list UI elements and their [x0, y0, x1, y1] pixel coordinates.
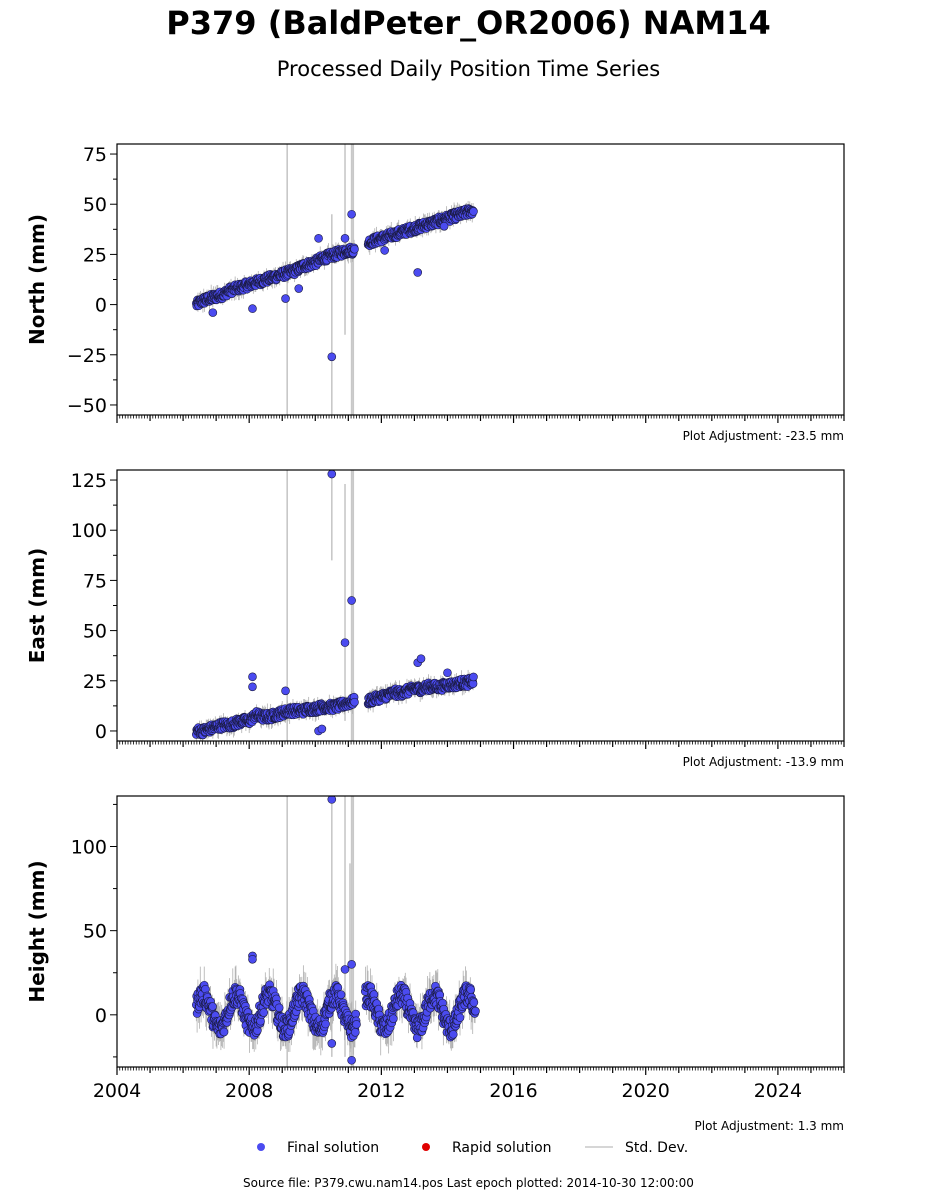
- data-point: [469, 207, 478, 216]
- plot-adjustment-note: Plot Adjustment: -13.9 mm: [683, 755, 844, 769]
- outlier-point: [248, 304, 257, 313]
- y-tick-label: 25: [83, 671, 107, 693]
- legend-std-label: Std. Dev.: [625, 1140, 688, 1156]
- outlier-point: [317, 724, 327, 734]
- y-tick-label: 50: [83, 921, 107, 943]
- outlier-point: [327, 470, 337, 479]
- data-point: [389, 1014, 398, 1023]
- legend-final-label: Final solution: [287, 1140, 379, 1156]
- outlier-point: [347, 596, 356, 605]
- data-point: [259, 1008, 269, 1017]
- data-point: [448, 1030, 458, 1039]
- outlier-point: [340, 638, 350, 647]
- legend-rapid-label: Rapid solution: [452, 1140, 552, 1156]
- outlier-point: [327, 796, 337, 804]
- data-point: [469, 672, 478, 682]
- y-tick-label: −25: [67, 345, 107, 367]
- outlier-point: [347, 1055, 356, 1065]
- data-point: [455, 1013, 465, 1022]
- data-point: [274, 1003, 284, 1013]
- x-tick-label: 2012: [357, 1080, 405, 1102]
- outlier-point: [281, 294, 290, 303]
- height-panel: 0 50 100 2004 2008 2012 2016 2020 2024 Height (mm…: [25, 795, 845, 1133]
- data-point: [350, 244, 359, 254]
- plot-frame: [116, 469, 845, 742]
- legend-final-marker: [257, 1143, 265, 1151]
- outlier-point: [413, 268, 423, 277]
- y-tick-label: −50: [67, 395, 107, 417]
- north-panel: −50 −25 0 25 50 75 North (mm) Plot Adjustment: …: [25, 143, 845, 443]
- outlier-point: [347, 209, 356, 219]
- data-point: [336, 990, 346, 999]
- east-panel: 0 25 50 75 100 125 East (mm) Plot Adjustment: -…: [25, 469, 845, 769]
- outlier-point: [416, 654, 426, 663]
- final-solution-points: [192, 796, 480, 1065]
- x-tick-label: 2016: [489, 1080, 537, 1102]
- legend: Final solution Rapid solution Std. Dev.: [257, 1140, 688, 1156]
- y-tick-label: 75: [83, 144, 107, 166]
- data-point: [466, 985, 476, 994]
- y-tick-label: 25: [83, 244, 107, 266]
- x-tick-label: 2024: [754, 1080, 802, 1102]
- data-point: [208, 1002, 217, 1011]
- y-tick-label: 100: [71, 836, 107, 858]
- y-tick-label: 0: [95, 295, 107, 317]
- outlier-point: [208, 308, 218, 317]
- outlier-point: [327, 352, 337, 362]
- outlier-point: [340, 234, 350, 243]
- data-point: [219, 1027, 229, 1037]
- y-tick-label: 125: [71, 470, 107, 492]
- y-axis-label: East (mm): [25, 548, 49, 664]
- outlier-point: [248, 954, 257, 964]
- x-tick-label: 2020: [622, 1080, 670, 1102]
- y-tick-label: 0: [95, 721, 107, 743]
- chart-subtitle: Processed Daily Position Time Series: [276, 57, 661, 81]
- y-axis-label: Height (mm): [25, 860, 49, 1002]
- plot-frame: [116, 143, 845, 416]
- plot-adjustment-note: Plot Adjustment: -23.5 mm: [683, 429, 844, 443]
- outlier-point: [281, 686, 290, 696]
- outlier-point: [294, 284, 304, 293]
- source-file-note: Source file: P379.cwu.nam14.pos Last epo…: [243, 1176, 694, 1190]
- data-point: [351, 1027, 360, 1037]
- y-axis-label: North (mm): [25, 214, 49, 345]
- outlier-point: [347, 960, 356, 969]
- outlier-point: [380, 246, 389, 255]
- outlier-point: [327, 1039, 337, 1048]
- y-tick-label: 50: [83, 621, 107, 643]
- std-dev-lines: [286, 470, 355, 741]
- outlier-point: [314, 234, 323, 243]
- y-tick-label: 50: [83, 194, 107, 216]
- y-tick-label: 75: [83, 570, 107, 592]
- outlier-point: [340, 965, 350, 974]
- outlier-point: [248, 682, 257, 692]
- chart-title: P379 (BaldPeter_OR2006) NAM14: [166, 4, 771, 42]
- x-tick-label: 2008: [225, 1080, 273, 1102]
- final-solution-points: [192, 470, 478, 740]
- outlier-point: [443, 668, 452, 678]
- data-point: [352, 1020, 361, 1029]
- data-point: [321, 1019, 330, 1029]
- x-tick-label: 2004: [93, 1080, 141, 1102]
- data-point: [469, 998, 479, 1007]
- outlier-point: [439, 222, 449, 231]
- data-point: [471, 1006, 480, 1016]
- final-solution-points: [192, 204, 478, 362]
- std-dev-lines: [286, 144, 355, 415]
- legend-rapid-marker: [422, 1143, 430, 1151]
- y-tick-label: 0: [95, 1005, 107, 1027]
- outlier-point: [248, 672, 257, 682]
- data-point: [350, 697, 359, 707]
- y-tick-label: 100: [71, 520, 107, 542]
- plot-adjustment-note: Plot Adjustment: 1.3 mm: [695, 1119, 844, 1133]
